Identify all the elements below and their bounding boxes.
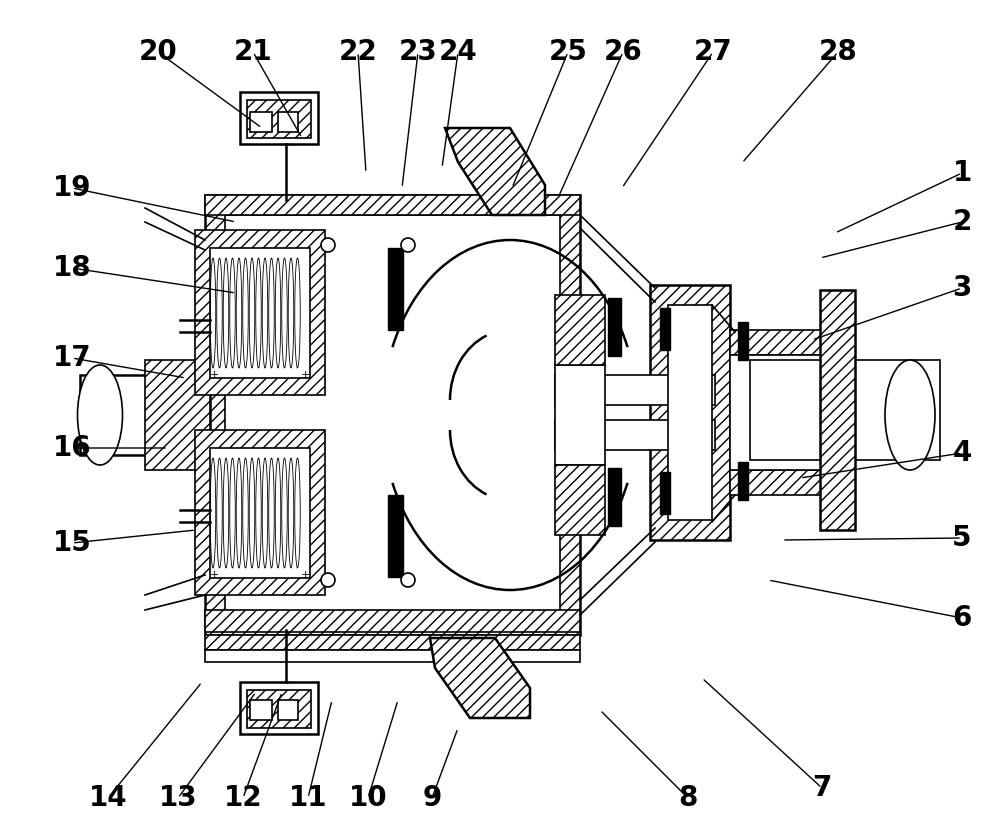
Bar [250, 112, 272, 132]
Bar [660, 308, 670, 350]
Bar [205, 635, 580, 650]
Bar [660, 472, 670, 514]
Text: 12: 12 [224, 784, 262, 812]
Bar [738, 462, 748, 500]
Text: 3: 3 [952, 274, 972, 302]
Bar [730, 330, 850, 355]
Text: 4: 4 [952, 439, 972, 467]
Bar [205, 650, 580, 662]
Text: 17: 17 [53, 344, 91, 372]
Text: 9: 9 [422, 784, 442, 812]
Text: 14: 14 [89, 784, 127, 812]
Bar [555, 375, 715, 405]
Bar [650, 285, 730, 540]
Text: 15: 15 [53, 529, 91, 557]
Text: 26: 26 [604, 38, 642, 66]
Text: +: + [300, 370, 310, 380]
Bar [195, 230, 325, 395]
Text: 8: 8 [678, 784, 698, 812]
Polygon shape [430, 638, 530, 718]
Polygon shape [445, 128, 545, 215]
Bar [205, 195, 580, 635]
Circle shape [321, 238, 335, 252]
Bar [555, 465, 605, 535]
Text: 11: 11 [289, 784, 327, 812]
Circle shape [401, 573, 415, 587]
Bar [205, 195, 580, 215]
Bar [555, 295, 605, 365]
Bar [388, 248, 403, 330]
Text: 24: 24 [439, 38, 477, 66]
Text: 25: 25 [549, 38, 587, 66]
Ellipse shape [885, 360, 935, 470]
Bar [608, 298, 621, 356]
Bar [80, 375, 210, 455]
Bar [388, 495, 403, 577]
Bar [205, 610, 580, 632]
Bar [278, 112, 298, 132]
Bar [210, 248, 310, 378]
Text: 18: 18 [53, 254, 91, 282]
Text: 21: 21 [234, 38, 272, 66]
Text: 16: 16 [53, 434, 91, 462]
Text: 28: 28 [819, 38, 857, 66]
Ellipse shape [78, 365, 122, 465]
Text: 10: 10 [349, 784, 387, 812]
Bar [247, 690, 311, 728]
Text: 27: 27 [694, 38, 732, 66]
Bar [247, 100, 311, 138]
Text: 23: 23 [399, 38, 437, 66]
Bar [738, 322, 748, 360]
Bar [730, 355, 850, 470]
Bar [608, 468, 621, 526]
Bar [750, 360, 940, 460]
Text: 2: 2 [952, 208, 972, 236]
Bar [240, 682, 318, 734]
Bar [555, 365, 605, 465]
Text: 22: 22 [339, 38, 377, 66]
Text: +: + [209, 370, 219, 380]
Text: 20: 20 [139, 38, 177, 66]
Text: 13: 13 [159, 784, 197, 812]
Bar [210, 448, 310, 578]
Circle shape [321, 573, 335, 587]
Bar [195, 430, 325, 595]
Text: 5: 5 [952, 524, 972, 552]
Text: 19: 19 [53, 174, 91, 202]
Bar [555, 420, 715, 450]
Text: 1: 1 [952, 159, 972, 187]
Text: 6: 6 [952, 604, 972, 632]
Bar [730, 470, 850, 495]
Bar [250, 700, 272, 720]
Bar [145, 360, 210, 470]
Circle shape [401, 238, 415, 252]
Bar [668, 305, 712, 520]
Text: +: + [300, 570, 310, 580]
Text: +: + [209, 570, 219, 580]
Bar [225, 215, 560, 615]
Bar [278, 700, 298, 720]
Bar [240, 92, 318, 144]
Bar [820, 290, 855, 530]
Text: 7: 7 [812, 774, 832, 802]
